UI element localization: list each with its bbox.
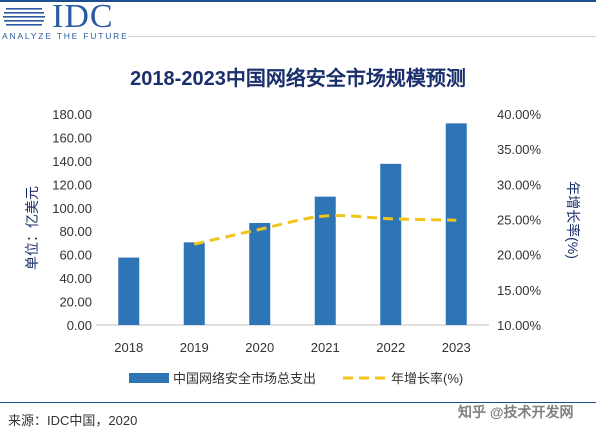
x-tick-label: 2018 <box>114 340 143 355</box>
legend: 中国网络安全市场总支出 年增长率(%) <box>129 371 463 386</box>
right-axis-ticks: 10.00% 15.00% 20.00% 25.00% 30.00% 35.00% 40.0… <box>497 107 542 333</box>
source-note: 来源：IDC中国，2020 <box>8 413 138 428</box>
watermark: 知乎 @技术开发网 <box>458 404 574 420</box>
x-tick-label: 2020 <box>245 340 274 355</box>
bar-2021 <box>314 196 336 325</box>
bar-2020 <box>249 223 271 325</box>
footer-rule <box>0 402 596 403</box>
bar-2019 <box>183 242 205 325</box>
legend-bar-swatch <box>129 373 169 383</box>
legend-bar-label: 中国网络安全市场总支出 <box>173 371 316 386</box>
idc-logo: IDC ANALYZE THE FUTURE <box>0 0 150 42</box>
x-tick-label: 2022 <box>376 340 405 355</box>
logo-word: IDC <box>52 0 114 35</box>
bar-2022 <box>380 163 402 325</box>
left-tick-label: 120.00 <box>52 177 92 192</box>
bar-2023 <box>445 123 467 325</box>
left-tick-label: 80.00 <box>59 224 92 239</box>
left-tick-label: 160.00 <box>52 130 92 145</box>
bar-2018 <box>118 257 140 325</box>
logo-tagline: ANALYZE THE FUTURE <box>2 31 129 41</box>
legend-line-label: 年增长率(%) <box>391 371 463 386</box>
growth-rate-line <box>193 214 457 246</box>
right-tick-label: 35.00% <box>497 142 542 157</box>
right-tick-label: 30.00% <box>497 177 542 192</box>
left-tick-label: 0.00 <box>67 318 92 333</box>
left-tick-label: 180.00 <box>52 107 92 122</box>
right-tick-label: 10.00% <box>497 318 542 333</box>
logo-globe-icon <box>3 8 45 26</box>
x-tick-label: 2021 <box>311 340 340 355</box>
x-axis-ticks: 2018 2019 2020 2021 2022 2023 <box>114 340 470 355</box>
left-tick-label: 100.00 <box>52 201 92 216</box>
left-axis-title: 单位：亿美元 <box>24 186 40 270</box>
left-axis-ticks: 0.00 20.00 40.00 60.00 80.00 100.00 120.00 140.… <box>52 107 92 333</box>
right-tick-label: 25.00% <box>497 213 542 228</box>
x-tick-label: 2019 <box>180 340 209 355</box>
right-tick-label: 20.00% <box>497 248 542 263</box>
top-rule <box>0 0 596 2</box>
right-tick-label: 15.00% <box>497 283 542 298</box>
left-tick-label: 40.00 <box>59 271 92 286</box>
left-tick-label: 20.00 <box>59 295 92 310</box>
right-axis-title: 年增长率(%) <box>565 181 581 259</box>
header-divider <box>128 36 596 37</box>
x-tick-label: 2023 <box>442 340 471 355</box>
left-tick-label: 140.00 <box>52 154 92 169</box>
left-tick-label: 60.00 <box>59 248 92 263</box>
right-tick-label: 40.00% <box>497 107 542 122</box>
bars <box>118 123 467 325</box>
chart-title: 2018-2023中国网络安全市场规模预测 <box>130 68 466 90</box>
